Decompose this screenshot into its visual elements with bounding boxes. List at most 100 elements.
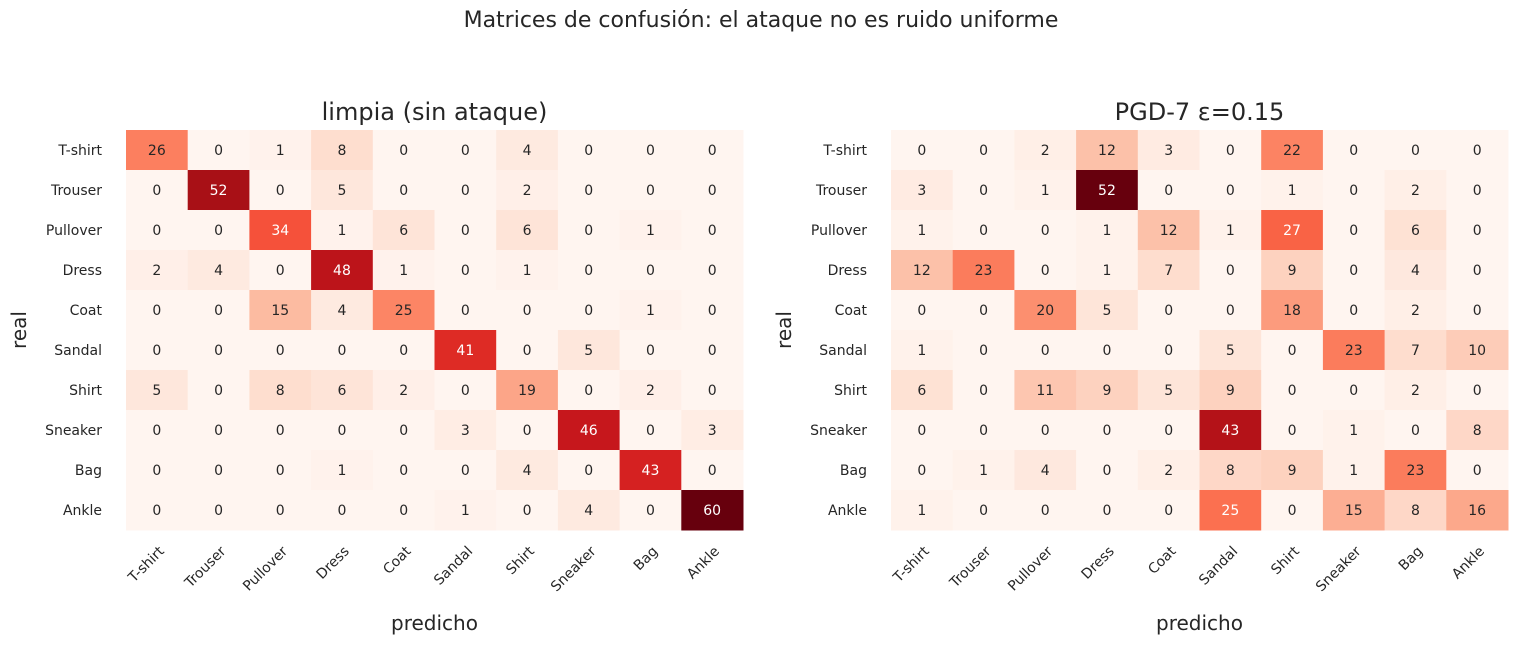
cell-value-label: 0 (1349, 143, 1358, 159)
heatmap-cell (1076, 330, 1139, 371)
cell-value-label: 0 (1473, 463, 1482, 479)
heatmap-cell (952, 490, 1015, 531)
cell-value-label: 0 (461, 143, 470, 159)
heatmap-cell (1384, 210, 1447, 251)
cell-value-label: 4 (214, 263, 223, 279)
heatmap-cell (891, 370, 954, 411)
heatmap-cell (372, 170, 435, 211)
cell-value-label: 0 (584, 263, 593, 279)
heatmap-cell (1199, 370, 1262, 411)
cell-value-label: 43 (1221, 423, 1239, 439)
heatmap-cell (1014, 170, 1077, 211)
cell-value-label: 8 (1473, 423, 1482, 439)
cell-value-label: 0 (461, 463, 470, 479)
cell-value-label: 6 (523, 223, 532, 239)
heatmap-cell (681, 170, 744, 211)
heatmap-cell (126, 210, 189, 251)
cell-value-label: 1 (646, 303, 655, 319)
cell-value-label: 2 (1411, 183, 1420, 199)
cell-value-label: 5 (337, 183, 346, 199)
heatmap-cell (952, 290, 1015, 331)
heatmap-cell (1014, 450, 1077, 491)
cell-value-label: 2 (1041, 143, 1050, 159)
heatmap-cell (1446, 210, 1509, 251)
cell-value-label: 4 (584, 503, 593, 519)
heatmap-cell (249, 410, 312, 451)
heatmap-cell (891, 490, 954, 531)
cell-value-label: 15 (271, 303, 289, 319)
cell-value-label: 7 (1411, 343, 1420, 359)
cell-value-label: 0 (1041, 343, 1050, 359)
cell-value-label: 2 (523, 183, 532, 199)
heatmap-cell (126, 490, 189, 531)
cell-value-label: 0 (523, 503, 532, 519)
cell-value-label: 1 (337, 223, 346, 239)
cell-value-label: 9 (1288, 263, 1297, 279)
cell-value-label: 8 (337, 143, 346, 159)
heatmap-cell (1137, 490, 1200, 531)
heatmap-cell (311, 250, 374, 291)
heatmap-cell (249, 130, 312, 171)
cell-value-label: 0 (399, 183, 408, 199)
x-tick-label: Coat (1145, 543, 1180, 578)
cell-value-label: 10 (1468, 343, 1486, 359)
cell-value-label: 0 (152, 183, 161, 199)
heatmap-cell (372, 330, 435, 371)
y-axis-label: real (7, 311, 31, 349)
heatmap-cell (311, 370, 374, 411)
cell-value-label: 1 (979, 463, 988, 479)
cell-value-label: 0 (214, 463, 223, 479)
cell-value-label: 23 (975, 263, 993, 279)
cell-value-label: 0 (152, 343, 161, 359)
heatmap-cell (496, 450, 559, 491)
y-tick-label: Pullover (811, 223, 867, 239)
cell-value-label: 0 (399, 463, 408, 479)
x-tick-label: Coat (380, 543, 415, 578)
heatmap-cell (1199, 290, 1262, 331)
cell-value-label: 52 (1098, 183, 1116, 199)
heatmap-cell (1137, 250, 1200, 291)
heatmap-cell (681, 370, 744, 411)
heatmap-cell (619, 490, 682, 531)
cell-value-label: 1 (1349, 463, 1358, 479)
heatmap-cell (891, 290, 954, 331)
heatmap-clean: limpia (sin ataque)26 0 1 8 0 0 4 0 0 00 52 0 5 0 0 2 0 0… (7, 98, 744, 635)
cell-value-label: 0 (523, 423, 532, 439)
heatmap-cell (619, 130, 682, 171)
heatmap-cell (434, 410, 497, 451)
x-tick-label: Shirt (1268, 543, 1303, 578)
cell-value-label: 1 (461, 503, 470, 519)
heatmap-cell (557, 450, 621, 491)
x-tick-label: Sneaker (548, 543, 600, 595)
heatmap-cell (372, 450, 435, 491)
cell-value-label: 0 (1288, 423, 1297, 439)
heatmap-cell (1446, 450, 1509, 491)
heatmap-cell (1199, 330, 1262, 371)
cell-value-label: 0 (708, 303, 717, 319)
heatmap-cell (496, 370, 559, 411)
cell-value-label: 0 (1288, 383, 1297, 399)
cell-value-label: 0 (708, 183, 717, 199)
cell-value-label: 0 (214, 383, 223, 399)
heatmap-cell (1014, 130, 1077, 171)
y-tick-label: Coat (70, 303, 103, 319)
heatmap-cell (1137, 290, 1200, 331)
heatmap-cell (496, 170, 559, 211)
heatmap-cell (126, 330, 189, 371)
cell-value-label: 0 (1041, 423, 1050, 439)
cell-value-label: 0 (214, 143, 223, 159)
heatmap-cell (249, 250, 312, 291)
cell-value-label: 0 (461, 263, 470, 279)
heatmap-cell (187, 170, 250, 211)
heatmap-cell (1261, 130, 1324, 171)
cell-value-label: 0 (461, 303, 470, 319)
cell-value-label: 3 (708, 423, 717, 439)
cell-value-label: 52 (210, 183, 228, 199)
heatmap-cell (1322, 290, 1386, 331)
heatmap-cell (311, 210, 374, 251)
cell-value-label: 0 (917, 463, 926, 479)
cell-value-label: 0 (1411, 143, 1420, 159)
cell-value-label: 0 (646, 423, 655, 439)
x-tick-label: T-shirt (890, 543, 933, 586)
